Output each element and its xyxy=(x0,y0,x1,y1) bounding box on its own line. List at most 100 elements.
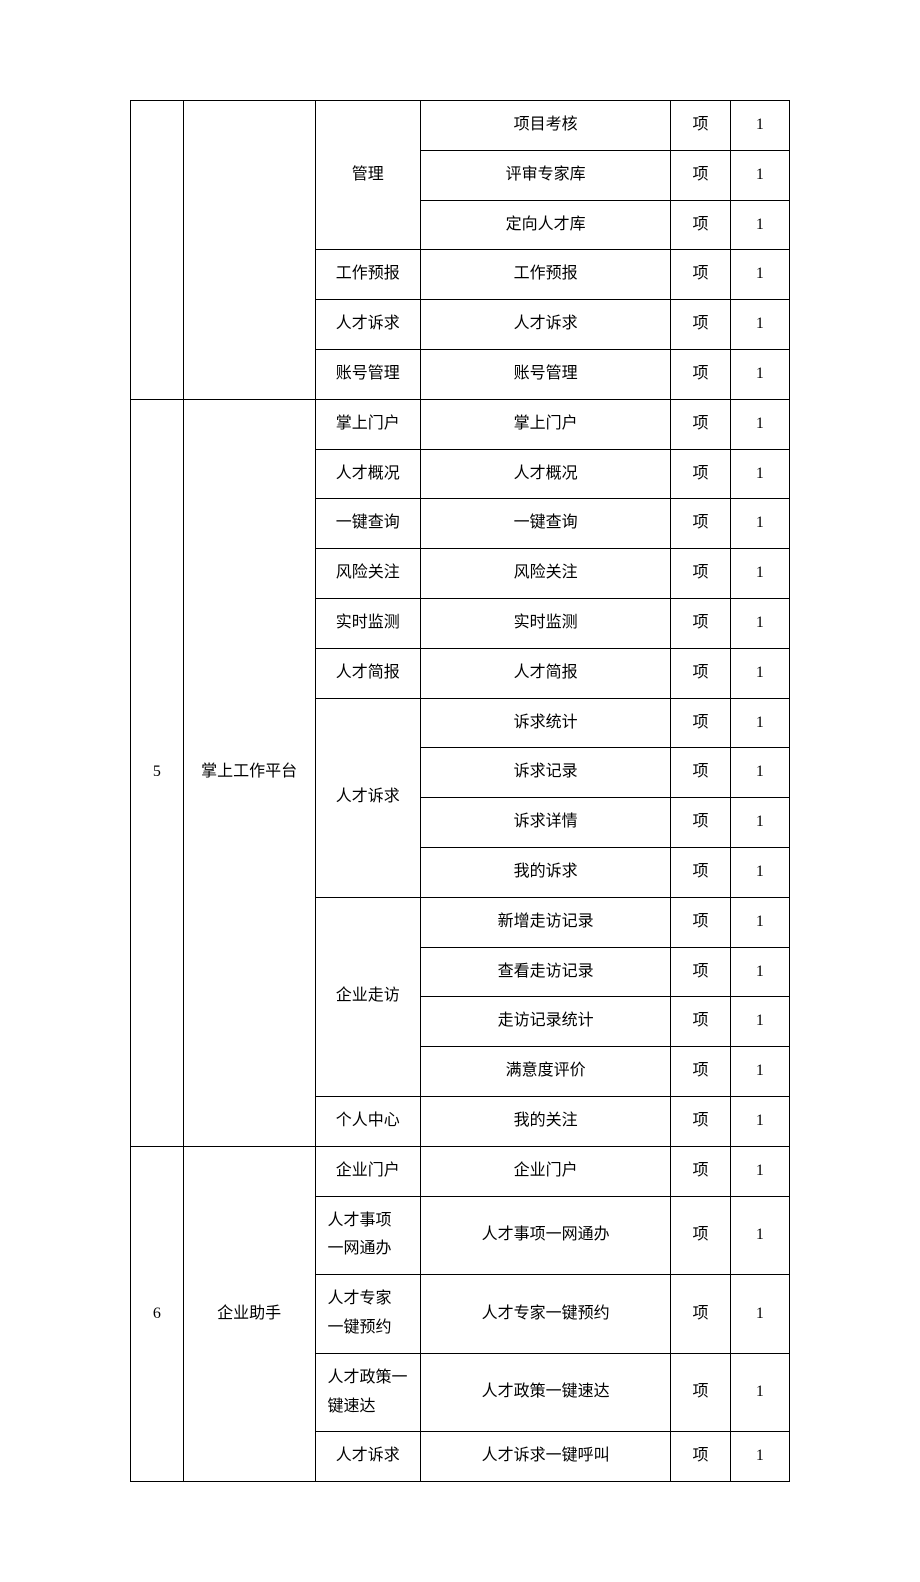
cell-item: 人才事项一网通办 xyxy=(420,1196,670,1275)
cell-unit: 项 xyxy=(671,1146,730,1196)
cell-module: 人才简报 xyxy=(315,648,420,698)
cell-unit: 项 xyxy=(671,549,730,599)
cell-item: 掌上门户 xyxy=(420,399,670,449)
cell-module: 管理 xyxy=(315,101,420,250)
cell-item: 走访记录统计 xyxy=(420,997,670,1047)
cell-module: 一键查询 xyxy=(315,499,420,549)
cell-unit: 项 xyxy=(671,101,730,151)
cell-section xyxy=(183,101,315,400)
cell-unit: 项 xyxy=(671,200,730,250)
cell-unit: 项 xyxy=(671,847,730,897)
cell-module: 人才事项一网通办 xyxy=(315,1196,420,1275)
cell-item: 人才简报 xyxy=(420,648,670,698)
cell-qty: 1 xyxy=(730,1047,789,1097)
cell-qty: 1 xyxy=(730,1196,789,1275)
cell-module: 企业走访 xyxy=(315,897,420,1096)
cell-module: 风险关注 xyxy=(315,549,420,599)
cell-item: 实时监测 xyxy=(420,598,670,648)
cell-qty: 1 xyxy=(730,200,789,250)
cell-module: 实时监测 xyxy=(315,598,420,648)
cell-module: 人才概况 xyxy=(315,449,420,499)
cell-qty: 1 xyxy=(730,798,789,848)
cell-unit: 项 xyxy=(671,1275,730,1354)
cell-qty: 1 xyxy=(730,1096,789,1146)
cell-item: 人才概况 xyxy=(420,449,670,499)
cell-item: 企业门户 xyxy=(420,1146,670,1196)
cell-unit: 项 xyxy=(671,997,730,1047)
cell-qty: 1 xyxy=(730,300,789,350)
cell-item: 查看走访记录 xyxy=(420,947,670,997)
table-row: 6 企业助手 企业门户 企业门户 项 1 xyxy=(131,1146,790,1196)
cell-item: 人才专家一键预约 xyxy=(420,1275,670,1354)
cell-unit: 项 xyxy=(671,897,730,947)
cell-unit: 项 xyxy=(671,250,730,300)
cell-item: 人才诉求 xyxy=(420,300,670,350)
cell-unit: 项 xyxy=(671,648,730,698)
cell-qty: 1 xyxy=(730,748,789,798)
cell-item: 一键查询 xyxy=(420,499,670,549)
cell-qty: 1 xyxy=(730,897,789,947)
cell-item: 人才政策一键速达 xyxy=(420,1353,670,1432)
cell-unit: 项 xyxy=(671,1047,730,1097)
cell-module: 人才诉求 xyxy=(315,1432,420,1482)
cell-qty: 1 xyxy=(730,1146,789,1196)
cell-qty: 1 xyxy=(730,101,789,151)
cell-unit: 项 xyxy=(671,1096,730,1146)
cell-item: 项目考核 xyxy=(420,101,670,151)
cell-qty: 1 xyxy=(730,698,789,748)
cell-module: 企业门户 xyxy=(315,1146,420,1196)
cell-unit: 项 xyxy=(671,300,730,350)
cell-unit: 项 xyxy=(671,698,730,748)
cell-unit: 项 xyxy=(671,598,730,648)
cell-unit: 项 xyxy=(671,449,730,499)
cell-qty: 1 xyxy=(730,648,789,698)
cell-qty: 1 xyxy=(730,1432,789,1482)
cell-qty: 1 xyxy=(730,997,789,1047)
cell-module: 人才诉求 xyxy=(315,698,420,897)
cell-num: 5 xyxy=(131,399,184,1146)
cell-unit: 项 xyxy=(671,399,730,449)
cell-module: 人才诉求 xyxy=(315,300,420,350)
cell-unit: 项 xyxy=(671,349,730,399)
cell-qty: 1 xyxy=(730,1275,789,1354)
cell-item: 风险关注 xyxy=(420,549,670,599)
cell-qty: 1 xyxy=(730,847,789,897)
cell-module: 账号管理 xyxy=(315,349,420,399)
cell-item: 诉求详情 xyxy=(420,798,670,848)
cell-item: 诉求记录 xyxy=(420,748,670,798)
cell-qty: 1 xyxy=(730,499,789,549)
cell-module: 人才政策一键速达 xyxy=(315,1353,420,1432)
cell-unit: 项 xyxy=(671,798,730,848)
cell-item: 我的关注 xyxy=(420,1096,670,1146)
table-row: 管理 项目考核 项 1 xyxy=(131,101,790,151)
cell-item: 工作预报 xyxy=(420,250,670,300)
cell-item: 新增走访记录 xyxy=(420,897,670,947)
cell-unit: 项 xyxy=(671,1196,730,1275)
cell-module: 人才专家一键预约 xyxy=(315,1275,420,1354)
cell-section: 企业助手 xyxy=(183,1146,315,1481)
cell-qty: 1 xyxy=(730,449,789,499)
cell-module: 个人中心 xyxy=(315,1096,420,1146)
cell-unit: 项 xyxy=(671,499,730,549)
cell-module: 工作预报 xyxy=(315,250,420,300)
cell-item: 账号管理 xyxy=(420,349,670,399)
cell-qty: 1 xyxy=(730,1353,789,1432)
cell-unit: 项 xyxy=(671,1432,730,1482)
cell-item: 评审专家库 xyxy=(420,150,670,200)
cell-item: 满意度评价 xyxy=(420,1047,670,1097)
cell-section: 掌上工作平台 xyxy=(183,399,315,1146)
data-table: 管理 项目考核 项 1 评审专家库 项 1 定向人才库 项 1 工作预报 工作预… xyxy=(130,100,790,1482)
cell-unit: 项 xyxy=(671,947,730,997)
table-row: 5 掌上工作平台 掌上门户 掌上门户 项 1 xyxy=(131,399,790,449)
cell-qty: 1 xyxy=(730,947,789,997)
cell-qty: 1 xyxy=(730,549,789,599)
cell-unit: 项 xyxy=(671,150,730,200)
cell-qty: 1 xyxy=(730,150,789,200)
cell-qty: 1 xyxy=(730,250,789,300)
cell-qty: 1 xyxy=(730,349,789,399)
cell-item: 我的诉求 xyxy=(420,847,670,897)
table-body: 管理 项目考核 项 1 评审专家库 项 1 定向人才库 项 1 工作预报 工作预… xyxy=(131,101,790,1482)
cell-item: 人才诉求一键呼叫 xyxy=(420,1432,670,1482)
cell-item: 诉求统计 xyxy=(420,698,670,748)
cell-item: 定向人才库 xyxy=(420,200,670,250)
